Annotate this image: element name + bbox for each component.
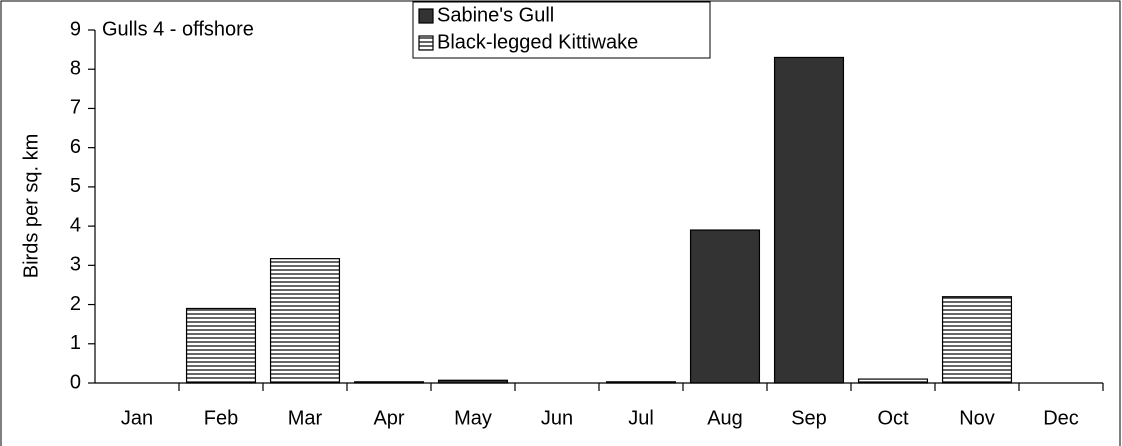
y-tick-label: 4: [70, 214, 81, 236]
x-tick-label: Feb: [204, 407, 238, 429]
bar: [941, 296, 1013, 384]
x-tick-label: Oct: [877, 407, 909, 429]
x-tick-label: Apr: [373, 407, 404, 429]
x-tick-label: Nov: [959, 407, 995, 429]
bar: [185, 307, 257, 384]
legend-label: Sabine's Gull: [437, 4, 554, 26]
x-tick-label: Jun: [541, 407, 573, 429]
y-tick-label: 1: [70, 332, 81, 354]
y-tick-label: 5: [70, 175, 81, 197]
x-tick-label: Sep: [791, 407, 827, 429]
legend-label: Black-legged Kittiwake: [437, 31, 638, 53]
bar: [269, 258, 341, 384]
bar: [773, 56, 845, 384]
y-axis-label: Birds per sq. km: [20, 134, 42, 278]
y-tick-label: 8: [70, 58, 81, 80]
legend-swatch: [418, 35, 434, 51]
x-tick-label: Jan: [121, 407, 153, 429]
y-tick-label: 0: [70, 371, 81, 393]
y-tick-label: 3: [70, 254, 81, 276]
y-tick-label: 9: [70, 18, 81, 40]
x-tick-label: Dec: [1043, 407, 1079, 429]
y-tick-label: 7: [70, 97, 81, 119]
bar: [689, 229, 761, 384]
x-tick-label: Mar: [288, 407, 323, 429]
x-tick-label: May: [454, 407, 492, 429]
x-tick-label: Aug: [707, 407, 743, 429]
chart-title: Gulls 4 - offshore: [102, 18, 254, 40]
y-tick-label: 6: [70, 136, 81, 158]
x-tick-label: Jul: [628, 407, 654, 429]
y-tick-label: 2: [70, 293, 81, 315]
legend-box: [412, 1, 711, 59]
legend-swatch: [418, 8, 434, 24]
